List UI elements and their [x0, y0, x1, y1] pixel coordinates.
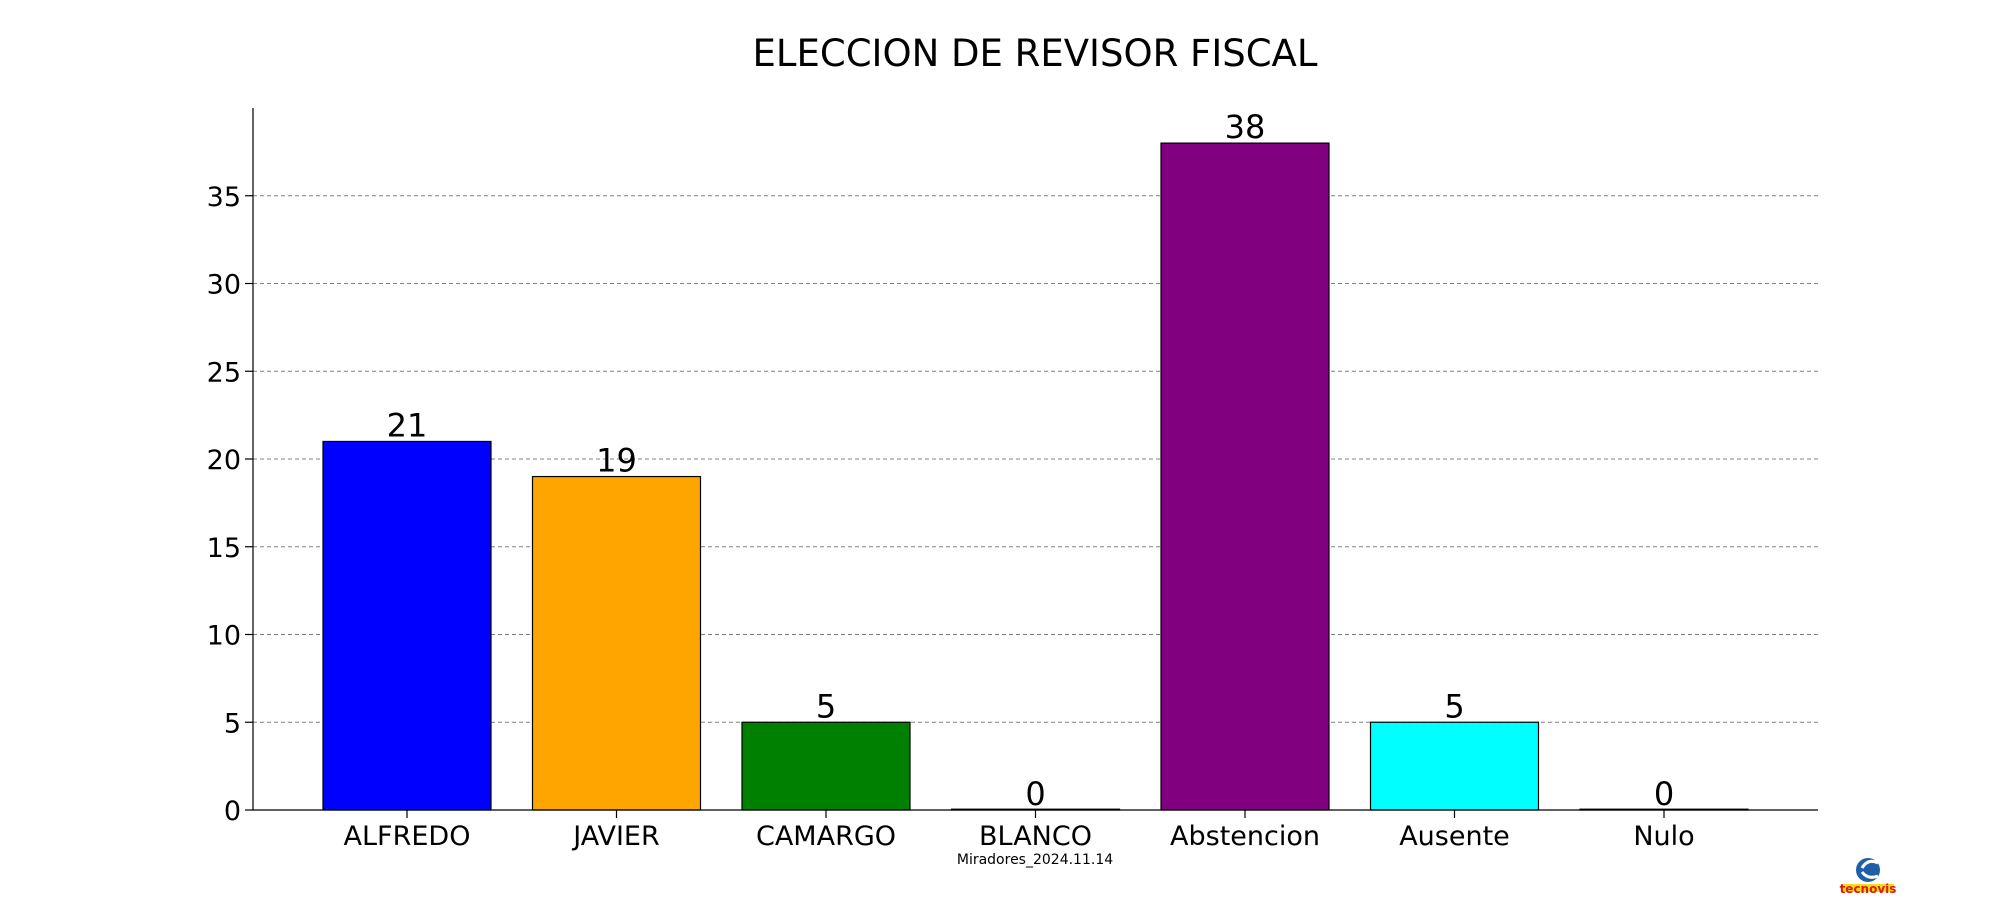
y-tick-label: 0 — [224, 796, 241, 827]
bar-ausente — [1369, 721, 1540, 811]
x-tick-label: BLANCO — [979, 821, 1092, 852]
data-label: 21 — [387, 406, 428, 444]
data-label: 5 — [1444, 687, 1464, 725]
data-label: 5 — [816, 687, 836, 725]
chart-title: ELECCION DE REVISOR FISCAL — [753, 32, 1318, 75]
data-label: 0 — [1025, 775, 1045, 813]
y-tick-label: 10 — [207, 621, 241, 652]
gridlines — [253, 195, 1818, 723]
x-ticks: ALFREDO JAVIER CAMARGO BLANCO Abstencion Ause… — [344, 810, 1695, 852]
tecnovis-logo-icon: tecnovis — [1840, 858, 1897, 896]
y-tick-label: 25 — [207, 357, 241, 388]
x-tick-label: Nulo — [1633, 821, 1694, 852]
data-label: 38 — [1225, 108, 1266, 146]
logo-text: tecnovis — [1840, 882, 1897, 896]
y-tick-label: 30 — [207, 270, 241, 301]
bar-camargo — [741, 721, 911, 811]
x-tick-label: CAMARGO — [756, 821, 896, 852]
data-label: 0 — [1654, 775, 1674, 813]
y-tick-label: 15 — [207, 533, 241, 564]
bar-alfredo — [322, 440, 492, 811]
y-tick-label: 20 — [207, 445, 241, 476]
y-tick-label: 35 — [207, 182, 241, 213]
x-tick-label: Ausente — [1399, 821, 1510, 852]
y-ticks: 0 5 10 15 20 25 30 35 — [207, 182, 253, 827]
bar-javier — [531, 475, 702, 811]
chart-caption: Miradores_2024.11.14 — [957, 852, 1113, 868]
y-tick-label: 5 — [224, 708, 241, 739]
bar-abstencion — [1160, 142, 1330, 811]
x-tick-label: JAVIER — [571, 821, 659, 852]
data-labels: 21 19 5 0 38 5 0 — [387, 108, 1675, 813]
bars — [322, 142, 1749, 811]
x-tick-label: ALFREDO — [344, 821, 471, 852]
data-label: 19 — [596, 442, 637, 480]
x-tick-label: Abstencion — [1170, 821, 1320, 852]
